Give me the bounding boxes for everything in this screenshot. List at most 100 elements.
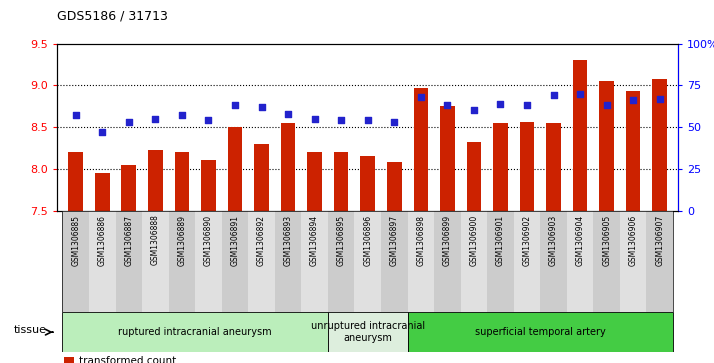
Text: unruptured intracranial
aneurysm: unruptured intracranial aneurysm [311,321,425,343]
Point [203,118,214,123]
Text: GSM1306898: GSM1306898 [416,215,426,266]
Bar [408,211,434,312]
Text: GSM1306890: GSM1306890 [204,215,213,266]
Bar [354,211,381,312]
Bar [461,211,487,312]
Text: GSM1306891: GSM1306891 [231,215,239,266]
Bar [546,123,560,211]
Bar [361,156,375,211]
Bar [626,91,640,211]
Bar [62,312,328,352]
Text: GSM1306904: GSM1306904 [575,215,585,266]
Point [309,116,321,122]
Point [336,118,347,123]
Bar [275,211,301,312]
Bar [573,60,588,211]
Text: GSM1306899: GSM1306899 [443,215,452,266]
Point [442,102,453,108]
Bar [466,142,481,211]
Bar [222,211,248,312]
Bar [95,173,109,211]
Bar [408,312,673,352]
Point [176,113,188,118]
Point [468,107,480,113]
Text: GSM1306892: GSM1306892 [257,215,266,266]
Bar [116,211,142,312]
Point [150,116,161,122]
Text: GSM1306905: GSM1306905 [602,215,611,266]
Bar [175,152,189,211]
Text: GSM1306893: GSM1306893 [283,215,293,266]
Bar [148,150,163,211]
Bar [440,106,455,211]
Bar [121,166,136,211]
Bar [62,211,89,312]
Bar [307,152,322,211]
Text: GSM1306894: GSM1306894 [310,215,319,266]
Text: GSM1306887: GSM1306887 [124,215,134,266]
Point [229,102,241,108]
Bar [434,211,461,312]
Bar [513,211,540,312]
Text: GSM1306885: GSM1306885 [71,215,80,266]
Point [388,119,400,125]
Bar [520,122,534,211]
Text: GSM1306907: GSM1306907 [655,215,664,266]
Bar [487,211,513,312]
Text: GSM1306900: GSM1306900 [469,215,478,266]
Bar [248,211,275,312]
Bar [301,211,328,312]
Point [70,113,81,118]
Bar [567,211,593,312]
Point [548,93,559,98]
Text: GSM1306902: GSM1306902 [523,215,531,266]
Point [123,119,134,125]
Point [256,104,267,110]
Text: GDS5186 / 31713: GDS5186 / 31713 [57,9,168,22]
Text: GSM1306895: GSM1306895 [337,215,346,266]
Text: ruptured intracranial aneurysm: ruptured intracranial aneurysm [119,327,272,337]
Bar [493,123,508,211]
Bar [653,79,667,211]
Text: GSM1306897: GSM1306897 [390,215,398,266]
Bar [593,211,620,312]
Bar [89,211,116,312]
Text: GSM1306886: GSM1306886 [98,215,107,266]
Bar [142,211,169,312]
Text: tissue: tissue [14,325,46,335]
Bar [69,152,83,211]
Point [654,96,665,102]
Point [628,97,639,103]
Bar [328,312,408,352]
Point [415,94,426,100]
Bar [228,127,242,211]
Bar [334,152,348,211]
Point [96,129,108,135]
Bar [620,211,646,312]
Point [521,102,533,108]
Text: GSM1306903: GSM1306903 [549,215,558,266]
Text: GSM1306888: GSM1306888 [151,215,160,265]
Text: superficial temporal artery: superficial temporal artery [475,327,605,337]
Bar [646,211,673,312]
Point [495,101,506,107]
Bar [195,211,222,312]
Bar [381,211,408,312]
Bar [540,211,567,312]
Point [574,91,585,97]
Text: GSM1306901: GSM1306901 [496,215,505,266]
Text: GSM1306906: GSM1306906 [628,215,638,266]
Bar [328,211,354,312]
Point [362,118,373,123]
Point [282,111,293,117]
Bar [169,211,195,312]
Text: GSM1306889: GSM1306889 [177,215,186,266]
Bar [599,81,614,211]
Text: GSM1306896: GSM1306896 [363,215,372,266]
Bar [281,123,296,211]
Bar [387,162,401,211]
Bar [413,88,428,211]
Text: transformed count: transformed count [79,356,176,363]
Bar [254,144,269,211]
Bar [201,160,216,211]
